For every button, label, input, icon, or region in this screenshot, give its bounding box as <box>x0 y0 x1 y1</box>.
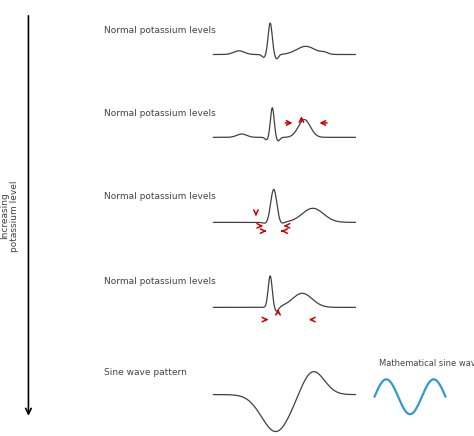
Text: Mathematical sine wave: Mathematical sine wave <box>379 359 474 368</box>
Text: Normal potassium levels: Normal potassium levels <box>104 192 216 201</box>
Text: Normal potassium levels: Normal potassium levels <box>104 277 216 286</box>
Text: Normal potassium levels: Normal potassium levels <box>104 26 216 35</box>
Text: Normal potassium levels: Normal potassium levels <box>104 109 216 118</box>
Text: Increasing
potassium level: Increasing potassium level <box>0 180 19 252</box>
Text: Sine wave pattern: Sine wave pattern <box>104 368 187 377</box>
